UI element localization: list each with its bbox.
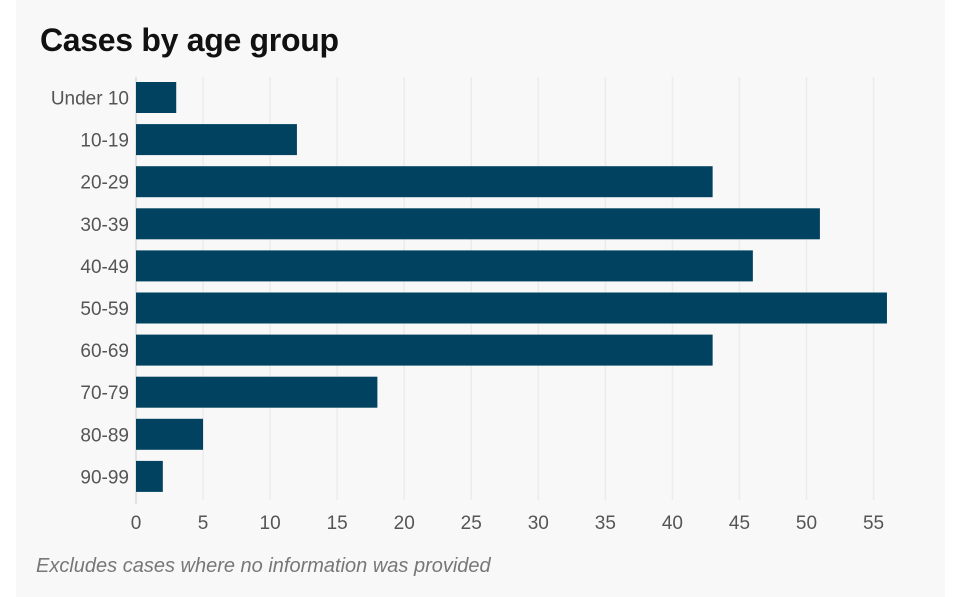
chart-card: Cases by age group Under 10 10-19 20-29 30-… — [16, 0, 945, 597]
category-label: 50-59 — [80, 299, 129, 320]
x-tick-label: 30 — [528, 513, 549, 534]
bar-10-19 — [136, 124, 297, 156]
x-tick-label: 40 — [662, 513, 683, 534]
chart-title: Cases by age group — [40, 22, 339, 58]
x-tick-label: 45 — [729, 513, 750, 534]
category-label: 80-89 — [80, 425, 129, 446]
category-label: 90-99 — [80, 467, 129, 488]
bar-60-69 — [136, 334, 713, 366]
category-label: 20-29 — [80, 173, 129, 194]
category-label: 40-49 — [80, 257, 129, 278]
footnote: Excludes cases where no information was … — [36, 555, 491, 577]
bar-layer — [136, 82, 887, 492]
bar-20-29 — [136, 166, 713, 198]
x-tick-label: 20 — [394, 513, 415, 534]
bar-70-79 — [136, 376, 378, 408]
grid-layer — [135, 77, 875, 504]
bar-80-89 — [136, 418, 204, 450]
bar-50-59 — [136, 292, 887, 324]
category-labels: Under 10 10-19 20-29 30-39 40-49 50-59 60-69 70… — [51, 89, 129, 489]
x-tick-label: 5 — [198, 513, 209, 534]
x-tick-label: 55 — [863, 513, 884, 534]
x-tick-label: 0 — [131, 513, 142, 534]
bar-chart: Under 10 10-19 20-29 30-39 40-49 50-59 60-69 70… — [51, 77, 887, 534]
category-label: 10-19 — [80, 131, 129, 152]
category-label: 70-79 — [80, 383, 129, 404]
category-label: 30-39 — [80, 215, 129, 236]
bar-under-10 — [136, 82, 177, 113]
bar-30-39 — [136, 208, 820, 240]
x-tick-label: 25 — [461, 513, 482, 534]
category-label: 60-69 — [80, 341, 129, 362]
x-tick-label: 35 — [595, 513, 616, 534]
x-tick-label: 10 — [260, 513, 281, 534]
x-tick-label: 50 — [796, 513, 817, 534]
bar-90-99 — [136, 460, 163, 492]
x-axis-ticks: 0 5 10 15 20 25 30 35 40 45 50 55 — [131, 513, 884, 534]
bar-40-49 — [136, 250, 753, 282]
x-tick-label: 15 — [327, 513, 348, 534]
category-label: Under 10 — [51, 89, 129, 110]
